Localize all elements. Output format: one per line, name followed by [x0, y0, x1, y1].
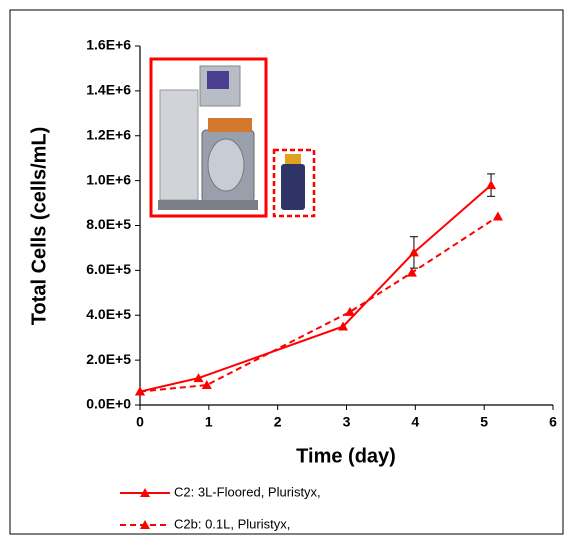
chart-frame [9, 9, 564, 535]
legend-label: C2: 3L-Floored, Pluristyx, [174, 484, 321, 499]
legend-label: C2b: 0.1L, Pluristyx, [174, 516, 290, 531]
data-point [486, 180, 497, 190]
y-tick-label: 1.2E+6 [86, 126, 131, 142]
x-tick-label: 5 [480, 414, 488, 430]
data-point [338, 321, 349, 331]
y-tick-label: 1.0E+6 [86, 171, 131, 187]
data-point [344, 306, 355, 316]
data-point [406, 267, 417, 277]
data-point [408, 247, 419, 257]
data-point [135, 386, 145, 396]
legend-marker [140, 520, 150, 529]
x-tick-label: 1 [205, 414, 213, 430]
series-line [139, 215, 499, 393]
y-tick-label: 1.4E+6 [86, 82, 131, 98]
data-point [492, 211, 503, 221]
y-axis-title: Total Cells (cells/mL) [28, 127, 50, 326]
y-tick-label: 6.0E+5 [86, 261, 131, 277]
photo-bioreactor [149, 57, 268, 218]
x-axis-title: Time (day) [296, 445, 396, 467]
data-point [201, 380, 212, 390]
y-tick-label: 2.0E+5 [86, 351, 131, 367]
legend-marker [140, 488, 150, 497]
y-tick-label: 8.0E+5 [86, 216, 131, 232]
y-tick-label: 4.0E+5 [86, 306, 131, 322]
x-tick-label: 2 [274, 414, 282, 430]
x-tick-label: 0 [136, 414, 144, 430]
x-tick-label: 4 [411, 414, 419, 430]
x-tick-label: 3 [343, 414, 351, 430]
y-tick-label: 1.6E+6 [86, 37, 131, 53]
y-tick-label: 0.0E+0 [86, 396, 131, 412]
x-tick-label: 6 [549, 414, 557, 430]
photo-bottle [272, 148, 316, 218]
data-point [193, 373, 204, 383]
